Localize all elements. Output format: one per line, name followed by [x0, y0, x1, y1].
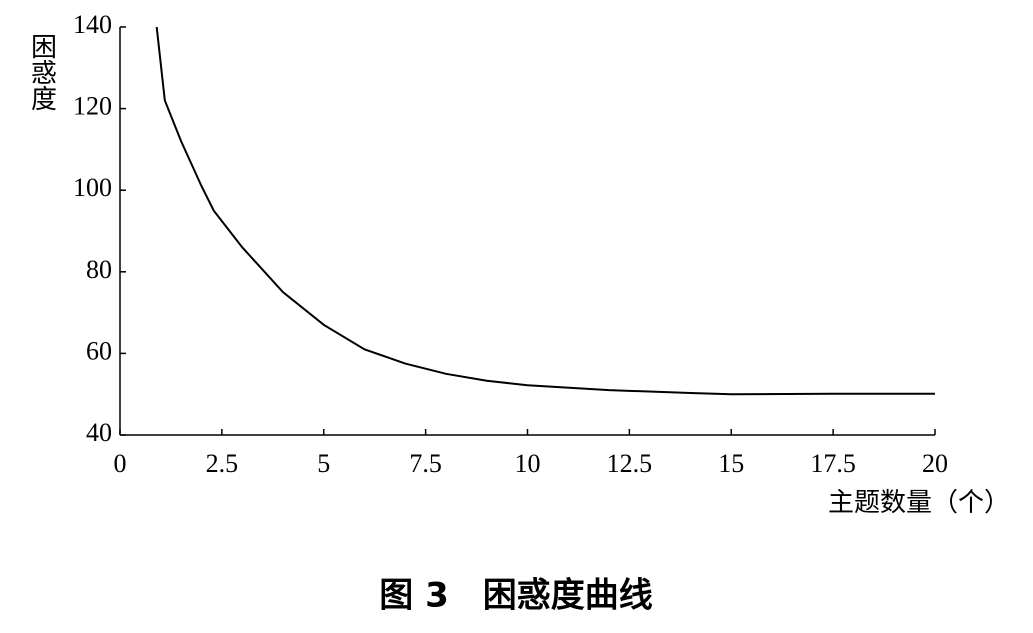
x-tick-label: 0 [114, 449, 127, 478]
x-tick-label: 2.5 [206, 449, 239, 478]
x-axis-label: 主题数量（个） [828, 488, 1010, 517]
x-tick-label: 20 [922, 449, 948, 478]
y-tick-label: 120 [73, 92, 112, 121]
y-tick-label: 40 [86, 418, 112, 447]
x-tick-label: 17.5 [810, 449, 856, 478]
x-tick-label: 7.5 [409, 449, 442, 478]
x-tick-label: 5 [317, 449, 330, 478]
x-tick-label: 10 [515, 449, 541, 478]
x-tick-label: 12.5 [607, 449, 653, 478]
y-tick-label: 100 [73, 173, 112, 202]
x-tick-label: 15 [718, 449, 744, 478]
line [155, 26, 935, 396]
y-tick-label: 60 [86, 336, 112, 365]
y-tick-label: 140 [73, 10, 112, 39]
caption: 图 3 困惑度曲线 [379, 576, 653, 616]
y-axis-label: 困惑度 [28, 33, 57, 111]
y-tick-label: 80 [86, 255, 112, 284]
